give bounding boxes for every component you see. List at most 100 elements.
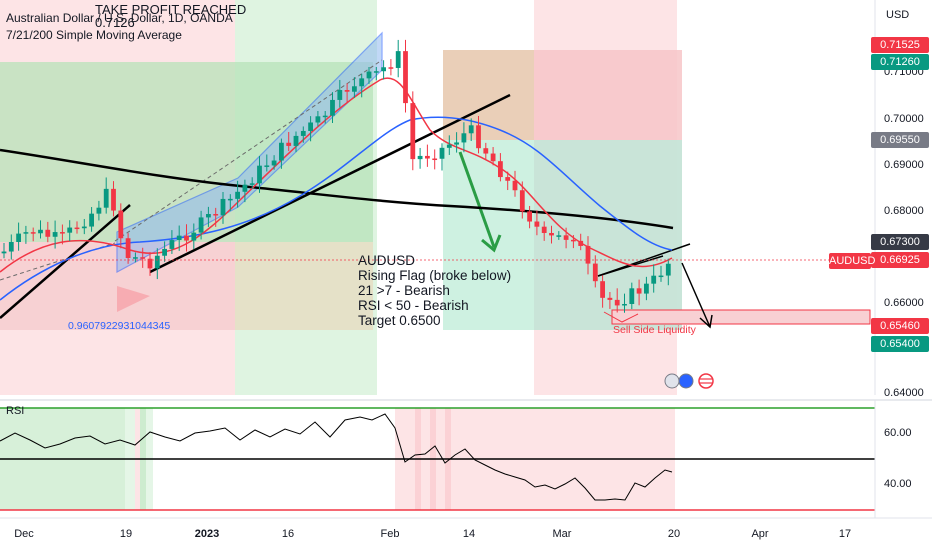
time-label: 14	[462, 528, 476, 540]
candle-body	[198, 217, 204, 233]
candle-body	[235, 191, 240, 199]
candle-body	[629, 288, 635, 304]
note-line-1: AUDUSD	[358, 253, 416, 268]
sma21-line	[0, 116, 673, 301]
candle-body	[512, 180, 518, 191]
note-line-4: RSI < 50 - Bearish	[358, 298, 469, 313]
candle-body	[359, 78, 365, 87]
candle-body	[16, 233, 21, 242]
take-profit-value: 0.7126	[95, 15, 135, 30]
price-tag: 0.71525	[871, 37, 929, 53]
events-icon[interactable]	[664, 373, 714, 389]
price-label: 0.69000	[884, 159, 924, 171]
candle-body	[395, 51, 401, 68]
candle-body	[213, 214, 219, 216]
candle-body	[592, 263, 598, 282]
candle-body	[658, 275, 664, 278]
candle-body	[257, 165, 262, 184]
take-profit-label: TAKE PROFIT REACHED	[95, 2, 247, 17]
candle-body	[600, 281, 605, 298]
candle-body	[322, 115, 328, 118]
price-label: 0.64000	[884, 387, 924, 399]
candle-body	[74, 227, 80, 230]
time-label: 16	[281, 528, 295, 540]
trendlines[interactable]	[0, 93, 713, 329]
candle-body	[147, 258, 153, 269]
candle-body	[111, 188, 116, 211]
candle-body	[541, 226, 547, 233]
time-label: 2023	[194, 528, 220, 540]
candlesticks	[1, 39, 671, 313]
price-tag: 0.65460	[871, 318, 929, 334]
candle-body	[279, 142, 284, 161]
candle-body	[227, 198, 233, 201]
candle-body	[206, 214, 211, 218]
candle-body	[308, 122, 313, 131]
price-tag: 0.67300	[871, 234, 929, 250]
candle-body	[1, 251, 7, 254]
price-label: 0.68000	[884, 205, 924, 217]
candle-body	[439, 147, 445, 159]
candle-body	[446, 144, 452, 148]
time-label: Apr	[751, 528, 769, 540]
price-label: 0.66000	[884, 297, 924, 309]
candle-body	[665, 263, 671, 276]
price-tag: 0.69550	[871, 132, 929, 148]
candle-body	[52, 232, 58, 237]
candle-body	[483, 148, 489, 154]
candle-body	[519, 190, 525, 212]
candle-body	[388, 67, 394, 69]
candle-body	[176, 235, 182, 241]
rsi-level-label: 60.00	[884, 427, 912, 439]
candle-body	[432, 158, 438, 161]
time-label: Dec	[14, 528, 34, 540]
candle-body	[220, 198, 226, 216]
candle-body	[337, 90, 343, 100]
time-label: Feb	[380, 528, 400, 540]
candle-body	[417, 155, 423, 160]
candle-body	[264, 165, 270, 167]
background-zones	[0, 0, 871, 395]
price-label: 0.70000	[884, 113, 924, 125]
candle-body	[549, 232, 554, 236]
candle-body	[644, 283, 649, 294]
ratio-label: 0.9607922931044345	[68, 320, 171, 332]
note-line-2: Rising Flag (broke below)	[358, 268, 512, 283]
candle-body	[38, 229, 43, 234]
candle-body	[125, 238, 131, 259]
candle-body	[184, 235, 189, 241]
candle-body	[622, 303, 627, 306]
candle-body	[468, 125, 474, 134]
candle-body	[118, 210, 124, 239]
candle-body	[571, 239, 576, 242]
note-line-5: Target 0.6500	[358, 313, 441, 328]
candle-body	[344, 90, 350, 92]
candle-body	[133, 257, 138, 259]
candle-body	[154, 255, 160, 269]
candle-body	[286, 142, 292, 146]
candle-body	[585, 245, 591, 264]
rsi-pane[interactable]	[0, 399, 932, 518]
candle-body	[96, 207, 102, 214]
time-label: Mar	[552, 528, 572, 540]
candle-body	[140, 257, 146, 259]
candle-body	[162, 248, 167, 256]
candle-body	[636, 288, 642, 294]
candle-body	[373, 71, 379, 73]
candle-body	[8, 241, 14, 252]
candle-body	[476, 125, 481, 149]
sma200-line	[0, 148, 674, 230]
rsi-label: RSI	[6, 405, 25, 417]
liquidity-label: Sell Side Liquidity	[613, 324, 696, 336]
candle-body	[45, 229, 51, 237]
candle-body	[461, 133, 467, 143]
candle-body	[403, 51, 408, 104]
candle-body	[352, 86, 357, 92]
candle-body	[81, 226, 87, 229]
candle-body	[30, 232, 36, 234]
candle-body	[169, 240, 175, 249]
candle-body	[490, 153, 496, 162]
candle-body	[381, 67, 386, 72]
chart-title: Australian Dollar / U.S. Dollar, 1D, OAN…	[6, 11, 233, 25]
